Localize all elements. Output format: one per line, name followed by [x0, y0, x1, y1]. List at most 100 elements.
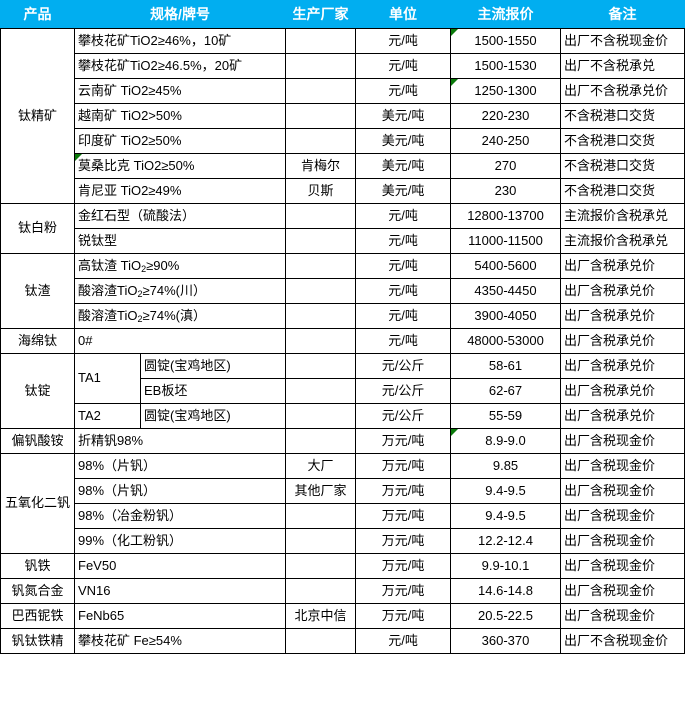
unit-cell[interactable]: 元/吨: [355, 228, 452, 254]
manufacturer-cell[interactable]: [285, 53, 357, 79]
manufacturer-cell[interactable]: [285, 503, 357, 529]
price-cell[interactable]: 220-230: [450, 103, 562, 129]
note-cell[interactable]: 出厂含税承兑价: [560, 353, 686, 379]
grade-cell[interactable]: 折精钒98%: [73, 428, 287, 454]
unit-cell[interactable]: 美元/吨: [355, 153, 452, 179]
manufacturer-cell[interactable]: [285, 303, 357, 329]
grade-cell[interactable]: 莫桑比克 TiO2≥50%: [73, 153, 287, 179]
grade-cell[interactable]: 酸溶渣TiO2≥74%(滇）: [73, 303, 287, 329]
product-name-cell[interactable]: 钒氮合金: [0, 578, 75, 604]
unit-cell[interactable]: 万元/吨: [355, 478, 452, 504]
grade-cell[interactable]: 99%（化工粉钒）: [73, 528, 287, 554]
grade-cell[interactable]: 酸溶渣TiO2≥74%(川）: [73, 278, 287, 304]
price-cell[interactable]: 270: [450, 153, 562, 179]
price-cell[interactable]: 4350-4450: [450, 278, 562, 304]
price-cell[interactable]: 230: [450, 178, 562, 204]
manufacturer-cell[interactable]: 肯梅尔: [285, 153, 357, 179]
manufacturer-cell[interactable]: 大厂: [285, 453, 357, 479]
product-name-cell[interactable]: 偏钒酸铵: [0, 428, 75, 454]
grade-cell[interactable]: VN16: [73, 578, 287, 604]
grade-cell[interactable]: 锐钛型: [73, 228, 287, 254]
product-name-cell[interactable]: 海绵钛: [0, 328, 75, 354]
grade-cell[interactable]: TA2: [74, 403, 141, 429]
unit-cell[interactable]: 万元/吨: [355, 553, 452, 579]
manufacturer-cell[interactable]: [285, 253, 357, 279]
price-cell[interactable]: 14.6-14.8: [450, 578, 562, 604]
column-header-note[interactable]: 备注: [560, 0, 686, 29]
grade-cell[interactable]: 印度矿 TiO2≥50%: [73, 128, 287, 154]
unit-cell[interactable]: 元/吨: [355, 53, 452, 79]
price-cell[interactable]: 12.2-12.4: [450, 528, 562, 554]
unit-cell[interactable]: 元/公斤: [355, 353, 452, 379]
grade-cell[interactable]: 攀枝花矿 Fe≥54%: [73, 628, 287, 654]
price-cell[interactable]: 58-61: [450, 353, 562, 379]
note-cell[interactable]: 不含税港口交货: [560, 103, 686, 129]
manufacturer-cell[interactable]: [285, 28, 357, 54]
product-name-cell[interactable]: 五氧化二钒: [0, 453, 75, 554]
unit-cell[interactable]: 美元/吨: [355, 178, 452, 204]
unit-cell[interactable]: 元/吨: [355, 78, 452, 104]
manufacturer-cell[interactable]: [285, 78, 357, 104]
price-cell[interactable]: 240-250: [450, 128, 562, 154]
grade-cell[interactable]: 金红石型（硫酸法）: [73, 203, 287, 229]
note-cell[interactable]: 出厂含税现金价: [560, 528, 686, 554]
unit-cell[interactable]: 元/吨: [355, 278, 452, 304]
product-name-cell[interactable]: 钒钛铁精: [0, 628, 75, 654]
unit-cell[interactable]: 元/公斤: [355, 378, 452, 404]
note-cell[interactable]: 出厂含税现金价: [560, 428, 686, 454]
note-cell[interactable]: 主流报价含税承兑: [560, 203, 686, 229]
note-cell[interactable]: 出厂不含税现金价: [560, 628, 686, 654]
manufacturer-cell[interactable]: [285, 128, 357, 154]
unit-cell[interactable]: 万元/吨: [355, 428, 452, 454]
manufacturer-cell[interactable]: [285, 353, 357, 379]
price-cell[interactable]: 9.9-10.1: [450, 553, 562, 579]
spec-cell[interactable]: 圆锭(宝鸡地区): [139, 353, 287, 379]
manufacturer-cell[interactable]: [285, 553, 357, 579]
manufacturer-cell[interactable]: [285, 403, 357, 429]
note-cell[interactable]: 出厂不含税承兑价: [560, 78, 686, 104]
spec-cell[interactable]: EB板坯: [139, 378, 287, 404]
product-name-cell[interactable]: 钛精矿: [0, 28, 75, 204]
note-cell[interactable]: 出厂含税承兑价: [560, 328, 686, 354]
manufacturer-cell[interactable]: [285, 278, 357, 304]
price-cell[interactable]: 1250-1300: [450, 78, 562, 104]
price-cell[interactable]: 11000-11500: [450, 228, 562, 254]
unit-cell[interactable]: 美元/吨: [355, 128, 452, 154]
manufacturer-cell[interactable]: [285, 428, 357, 454]
product-name-cell[interactable]: 钛白粉: [0, 203, 75, 254]
unit-cell[interactable]: 美元/吨: [355, 103, 452, 129]
price-cell[interactable]: 62-67: [450, 378, 562, 404]
price-cell[interactable]: 5400-5600: [450, 253, 562, 279]
unit-cell[interactable]: 元/吨: [355, 253, 452, 279]
note-cell[interactable]: 不含税港口交货: [560, 178, 686, 204]
grade-cell[interactable]: 云南矿 TiO2≥45%: [73, 78, 287, 104]
column-header-maker[interactable]: 生产厂家: [285, 0, 357, 29]
note-cell[interactable]: 主流报价含税承兑: [560, 228, 686, 254]
unit-cell[interactable]: 万元/吨: [355, 578, 452, 604]
price-cell[interactable]: 48000-53000: [450, 328, 562, 354]
grade-cell[interactable]: 攀枝花矿TiO2≥46.5%，20矿: [73, 53, 287, 79]
manufacturer-cell[interactable]: 北京中信: [285, 603, 357, 629]
spec-cell[interactable]: 圆锭(宝鸡地区): [139, 403, 287, 429]
manufacturer-cell[interactable]: [285, 628, 357, 654]
note-cell[interactable]: 出厂含税现金价: [560, 453, 686, 479]
price-cell[interactable]: 9.4-9.5: [450, 503, 562, 529]
unit-cell[interactable]: 元/吨: [355, 303, 452, 329]
note-cell[interactable]: 出厂含税承兑价: [560, 278, 686, 304]
manufacturer-cell[interactable]: [285, 378, 357, 404]
grade-cell[interactable]: 0#: [73, 328, 287, 354]
unit-cell[interactable]: 万元/吨: [355, 528, 452, 554]
note-cell[interactable]: 出厂含税现金价: [560, 578, 686, 604]
price-cell[interactable]: 3900-4050: [450, 303, 562, 329]
product-name-cell[interactable]: 钒铁: [0, 553, 75, 579]
unit-cell[interactable]: 元/吨: [355, 328, 452, 354]
grade-cell[interactable]: 高钛渣 TiO2≥90%: [73, 253, 287, 279]
manufacturer-cell[interactable]: [285, 228, 357, 254]
price-cell[interactable]: 20.5-22.5: [450, 603, 562, 629]
grade-cell[interactable]: FeNb65: [73, 603, 287, 629]
manufacturer-cell[interactable]: [285, 578, 357, 604]
grade-cell[interactable]: 肯尼亚 TiO2≥49%: [73, 178, 287, 204]
note-cell[interactable]: 出厂不含税现金价: [560, 28, 686, 54]
unit-cell[interactable]: 万元/吨: [355, 603, 452, 629]
unit-cell[interactable]: 元/吨: [355, 628, 452, 654]
